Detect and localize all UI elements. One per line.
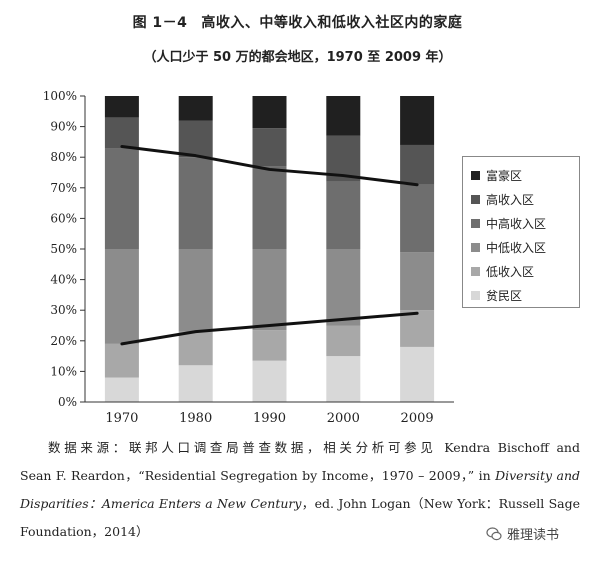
chart-title: 图 1－4 高收入、中等收入和低收入社区内的家庭 <box>0 12 595 32</box>
legend-item: 中高收入区 <box>471 211 579 235</box>
stacked-bar-chart: 0% 10% 20% 30% 40% 50% 60% 70% 80% 90% 100% 1970 198… <box>43 89 454 426</box>
bar-segment <box>104 148 139 249</box>
wechat-icon <box>486 526 502 540</box>
source-line-3-text: ，ed. John Logan（New York：Russell Sage <box>301 496 580 511</box>
bar-segment <box>104 96 139 118</box>
bar-segment <box>400 310 435 347</box>
bar-segment <box>252 249 287 331</box>
legend-swatch <box>471 218 480 228</box>
bar-segment <box>104 343 139 378</box>
y-tick-label: 20% <box>50 334 77 348</box>
trend-line <box>120 311 419 346</box>
figure-title-text: 高收入、中等收入和低收入社区内的家庭 <box>201 15 463 31</box>
bar-segment <box>104 117 139 149</box>
y-tick-label: 30% <box>50 303 77 317</box>
legend-label: 中低收入区 <box>486 240 547 255</box>
bar-segment <box>326 249 361 326</box>
bar-segment <box>400 252 435 311</box>
bar-segment <box>178 96 213 121</box>
legend-item: 高收入区 <box>471 187 579 211</box>
legend-label: 贫民区 <box>486 288 523 303</box>
source-line-4: Foundation，2014） <box>20 524 149 539</box>
legend-swatch <box>471 170 480 180</box>
bar-segment <box>252 96 287 129</box>
bar-segment <box>400 144 435 185</box>
bar-segment <box>104 377 139 402</box>
x-tick-label: 2000 <box>327 411 360 426</box>
x-tick-label: 1970 <box>105 411 138 426</box>
legend-swatch <box>471 242 480 252</box>
watermark-text: 雅理读书 <box>507 528 560 543</box>
legend-label: 富豪区 <box>486 168 523 183</box>
x-tick-label: 2009 <box>401 411 434 426</box>
source-line-2-text: Sean F. Reardon，“Residential Segregation… <box>20 468 491 483</box>
bar-segment <box>252 330 287 361</box>
legend-swatch <box>471 194 480 204</box>
legend-item: 富豪区 <box>471 163 579 187</box>
bar-segment <box>178 365 213 402</box>
y-tick-label: 80% <box>50 150 77 164</box>
y-tick-label: 70% <box>50 181 77 195</box>
source-line-3-italic: Disparities：America Enters a New Century <box>20 496 302 511</box>
bar-segment <box>252 166 287 249</box>
y-tick-label: 50% <box>50 242 77 256</box>
bar-segment <box>400 184 435 253</box>
bar-segment <box>326 181 361 249</box>
bar-segment <box>178 249 213 332</box>
legend-label: 中高收入区 <box>486 216 547 231</box>
legend-swatch <box>471 290 480 300</box>
y-tick-label: 10% <box>50 364 77 378</box>
watermark: 雅理读书 <box>486 524 559 543</box>
legend-item: 低收入区 <box>471 259 579 283</box>
y-tick-label: 100% <box>43 89 77 103</box>
bar-segment <box>104 249 139 344</box>
source-note: 数据来源：联邦人口调查局普查数据，相关分析可参见 Kendra Bischoff… <box>20 434 580 546</box>
bar-segment <box>178 120 213 158</box>
legend-item: 中低收入区 <box>471 235 579 259</box>
legend-label: 高收入区 <box>486 192 535 207</box>
chart-legend: 富豪区高收入区中高收入区中低收入区低收入区贫民区 <box>462 156 580 308</box>
legend-item: 贫民区 <box>471 283 579 307</box>
bar-segment <box>252 128 287 167</box>
legend-label: 低收入区 <box>486 264 535 279</box>
bar-segment <box>400 346 435 402</box>
figure-number: 图 1－4 <box>132 15 188 31</box>
source-line-2-italic: Diversity and <box>495 468 580 483</box>
bar-segment <box>400 96 435 145</box>
y-tick-label: 0% <box>58 395 77 409</box>
chart-subtitle: （人口少于 50 万的都会地区，1970 至 2009 年） <box>143 50 452 65</box>
bar-segment <box>178 157 213 249</box>
source-line-3: Disparities：America Enters a New Century… <box>20 490 580 518</box>
source-line-1: 数据来源：联邦人口调查局普查数据，相关分析可参见 Kendra Bischoff… <box>48 440 580 455</box>
x-tick-label: 1980 <box>179 411 212 426</box>
y-tick-label: 90% <box>50 120 77 134</box>
y-tick-label: 40% <box>50 273 77 287</box>
x-tick-label: 1990 <box>253 411 286 426</box>
legend-swatch <box>471 266 480 276</box>
bar-segment <box>326 356 361 402</box>
bar-segment <box>252 360 287 402</box>
bar-segment <box>326 325 361 357</box>
bar-segment <box>326 96 361 136</box>
bar-segment <box>178 331 213 366</box>
source-line-2: Sean F. Reardon，“Residential Segregation… <box>20 462 580 490</box>
trend-line <box>120 144 419 187</box>
y-tick-label: 60% <box>50 211 77 225</box>
